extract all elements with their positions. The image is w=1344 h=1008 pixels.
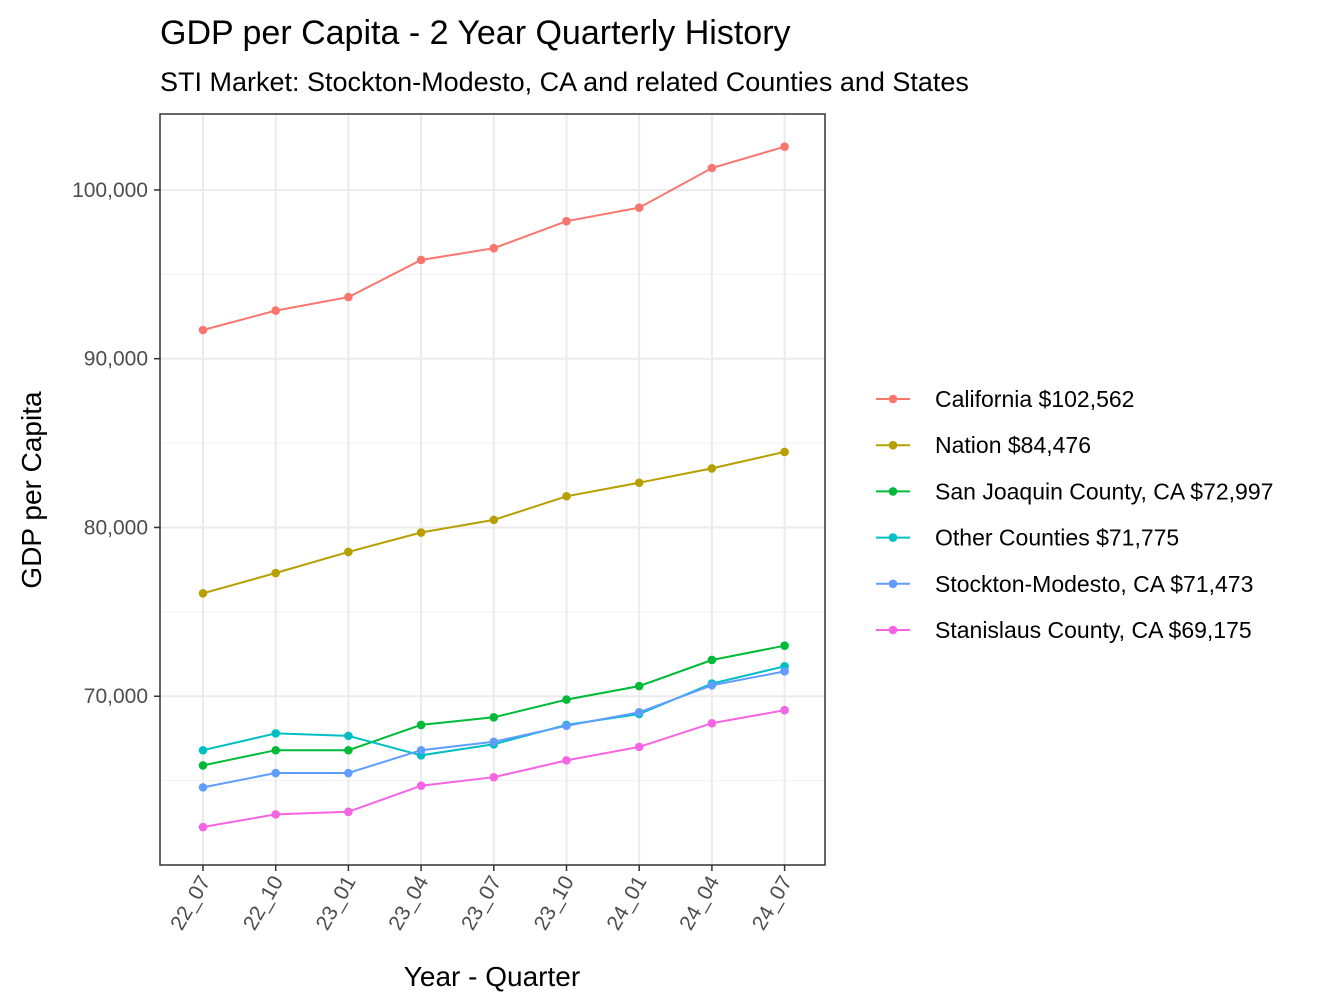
data-point xyxy=(416,255,426,265)
legend-item: Other Counties $71,775 xyxy=(876,525,1179,551)
data-point xyxy=(707,680,717,690)
legend-label: California $102,562 xyxy=(935,386,1134,412)
y-tick-label: 70,000 xyxy=(84,685,148,708)
data-point xyxy=(416,745,426,755)
data-point xyxy=(489,772,499,782)
data-point xyxy=(271,810,281,819)
data-point xyxy=(271,768,281,778)
data-point xyxy=(780,667,789,676)
data-point xyxy=(489,737,499,747)
chart-title: GDP per Capita - 2 Year Quarterly Histor… xyxy=(160,14,791,52)
y-tick-label: 90,000 xyxy=(84,348,148,371)
y-axis-title: GDP per Capita xyxy=(16,391,47,589)
data-point xyxy=(489,243,499,253)
y-tick-label: 80,000 xyxy=(84,516,148,539)
data-point xyxy=(344,547,353,557)
data-point xyxy=(489,515,499,525)
data-point xyxy=(271,568,281,578)
x-axis-title: Year - Quarter xyxy=(404,961,580,992)
y-axis: 70,000 80,000 90,000 100,000 xyxy=(72,179,160,708)
data-point xyxy=(562,491,571,501)
series xyxy=(198,447,789,598)
data-point xyxy=(634,742,644,752)
legend-item: Stockton-Modesto, CA $71,473 xyxy=(876,571,1253,597)
series-layer xyxy=(198,142,789,832)
data-point xyxy=(198,783,208,792)
data-point xyxy=(344,292,353,302)
data-point xyxy=(707,163,717,173)
legend-key-point xyxy=(888,579,898,589)
legend-key-point xyxy=(888,440,898,450)
data-point xyxy=(344,745,353,755)
data-point xyxy=(634,203,644,212)
plot-panel xyxy=(160,114,825,865)
legend: California $102,562 Nation $84,476 San Joa… xyxy=(876,386,1273,643)
legend-label: Stanislaus County, CA $69,175 xyxy=(935,617,1252,643)
plot-border xyxy=(159,113,826,866)
data-point xyxy=(562,721,571,731)
series xyxy=(198,641,789,770)
data-point xyxy=(198,761,208,770)
data-point xyxy=(489,713,499,722)
data-point xyxy=(416,720,426,730)
data-point xyxy=(271,306,281,315)
data-point xyxy=(344,768,353,778)
data-point xyxy=(271,729,281,738)
data-point xyxy=(707,655,717,665)
data-point xyxy=(344,731,353,741)
legend-item: California $102,562 xyxy=(876,386,1134,412)
legend-key-point xyxy=(888,394,898,404)
chart-subtitle: STI Market: Stockton-Modesto, CA and rel… xyxy=(160,67,969,97)
data-point xyxy=(198,588,208,598)
data-point xyxy=(416,781,426,790)
data-point xyxy=(707,464,717,473)
legend-label: Nation $84,476 xyxy=(935,432,1091,458)
data-point xyxy=(198,325,208,335)
data-point xyxy=(780,641,789,650)
data-point xyxy=(198,745,208,755)
series xyxy=(198,667,789,792)
legend-key-point xyxy=(888,625,898,635)
legend-item: Nation $84,476 xyxy=(876,432,1091,458)
data-point xyxy=(634,707,644,717)
series xyxy=(198,142,789,335)
legend-item: Stanislaus County, CA $69,175 xyxy=(876,617,1252,643)
data-point xyxy=(634,681,644,691)
data-point xyxy=(780,142,789,152)
y-tick-label: 100,000 xyxy=(72,179,148,202)
data-point xyxy=(562,695,571,704)
legend-label: Stockton-Modesto, CA $71,473 xyxy=(935,571,1253,597)
series xyxy=(198,705,789,832)
legend-label: Other Counties $71,775 xyxy=(935,525,1179,551)
legend-label: San Joaquin County, CA $72,997 xyxy=(935,478,1273,504)
data-point xyxy=(416,528,426,537)
data-point xyxy=(634,478,644,488)
data-point xyxy=(344,807,353,817)
legend-key-point xyxy=(888,487,898,496)
data-point xyxy=(780,447,789,457)
legend-item: San Joaquin County, CA $72,997 xyxy=(876,478,1273,504)
legend-key-point xyxy=(888,533,898,542)
data-point xyxy=(707,718,717,728)
data-point xyxy=(562,756,571,765)
data-point xyxy=(198,822,208,832)
data-point xyxy=(271,745,281,755)
data-point xyxy=(780,705,789,715)
data-point xyxy=(562,216,571,226)
